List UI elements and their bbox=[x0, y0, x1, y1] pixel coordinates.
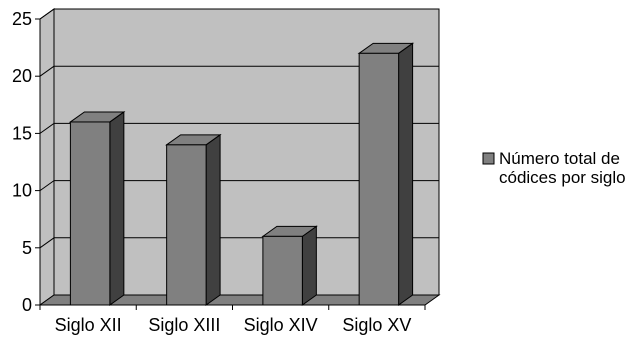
bar bbox=[69, 121, 111, 306]
bar-side bbox=[398, 42, 414, 306]
legend: Número total de códices por siglo bbox=[482, 149, 626, 187]
y-tick-label: 5 bbox=[22, 238, 32, 258]
gridline-side bbox=[39, 122, 55, 134]
legend-label-line-1: Número total de bbox=[499, 149, 620, 168]
y-axis: 0 5 10 15 20 25 bbox=[12, 9, 41, 315]
bar bbox=[166, 144, 207, 306]
x-tick-label: Siglo XV bbox=[342, 315, 411, 335]
gridline-side bbox=[39, 237, 55, 249]
bars bbox=[68, 42, 415, 306]
y-tick-label: 0 bbox=[22, 295, 32, 315]
y-tick-label: 25 bbox=[12, 9, 32, 29]
bar bbox=[358, 52, 400, 306]
x-tick-label: Siglo XIV bbox=[244, 315, 318, 335]
bar-side bbox=[109, 110, 125, 306]
y-tick-label: 10 bbox=[12, 181, 32, 201]
gridline-side bbox=[39, 8, 55, 20]
x-tick-label: Siglo XII bbox=[55, 315, 122, 335]
x-axis: Siglo XII Siglo XIII Siglo XIV Siglo XV bbox=[39, 304, 426, 335]
bar bbox=[262, 235, 303, 306]
y-tick-label: 20 bbox=[12, 66, 32, 86]
bar-side bbox=[301, 225, 317, 306]
bar-side bbox=[205, 133, 221, 306]
x-tick-label: Siglo XIII bbox=[148, 315, 220, 335]
legend-swatch bbox=[482, 152, 495, 165]
gridline-side bbox=[39, 180, 55, 192]
y-tick-label: 15 bbox=[12, 123, 32, 143]
side-wall bbox=[39, 8, 55, 306]
legend-label-line-2: códices por siglo bbox=[499, 168, 626, 187]
gridline-side bbox=[39, 65, 55, 77]
